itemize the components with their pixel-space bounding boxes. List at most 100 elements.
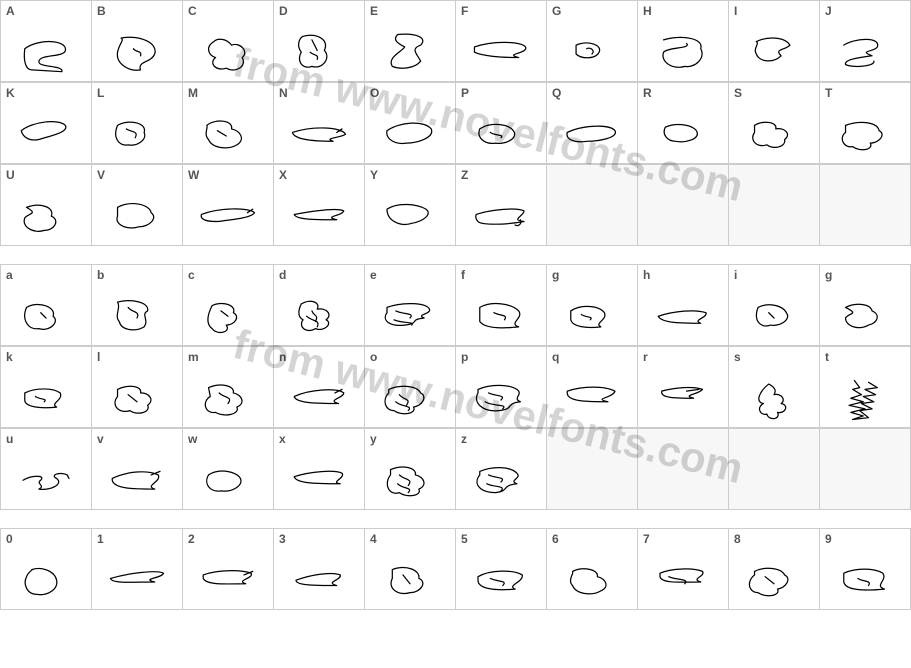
character-cell[interactable]: H bbox=[638, 1, 729, 82]
character-cell[interactable]: z bbox=[456, 429, 547, 510]
glyph-preview bbox=[92, 371, 182, 423]
character-cell[interactable]: S bbox=[729, 83, 820, 164]
character-cell[interactable]: y bbox=[365, 429, 456, 510]
character-cell[interactable]: 3 bbox=[274, 529, 365, 610]
glyph-preview bbox=[638, 371, 728, 423]
character-cell[interactable]: P bbox=[456, 83, 547, 164]
glyph-preview bbox=[92, 553, 182, 605]
character-cell[interactable]: d bbox=[274, 265, 365, 346]
character-cell[interactable]: Y bbox=[365, 165, 456, 246]
character-cell[interactable]: g bbox=[547, 265, 638, 346]
key-label: m bbox=[188, 350, 199, 364]
key-label: g bbox=[552, 268, 559, 282]
character-cell[interactable]: J bbox=[820, 1, 911, 82]
character-cell[interactable]: n bbox=[274, 347, 365, 428]
character-cell[interactable]: R bbox=[638, 83, 729, 164]
glyph-preview bbox=[729, 107, 819, 159]
glyph-preview bbox=[183, 107, 273, 159]
glyph-preview bbox=[274, 189, 364, 241]
character-cell[interactable]: 1 bbox=[92, 529, 183, 610]
character-row: KLMNOPQ RS T bbox=[0, 82, 911, 164]
character-cell[interactable]: 8 bbox=[729, 529, 820, 610]
glyph-preview bbox=[183, 371, 273, 423]
key-label: H bbox=[643, 4, 652, 18]
key-label: x bbox=[279, 432, 286, 446]
character-cell[interactable]: t bbox=[820, 347, 911, 428]
row-spacer bbox=[0, 510, 911, 528]
character-cell[interactable]: r bbox=[638, 347, 729, 428]
character-cell[interactable]: i bbox=[729, 265, 820, 346]
character-cell[interactable]: o bbox=[365, 347, 456, 428]
character-cell[interactable]: q bbox=[547, 347, 638, 428]
character-cell[interactable]: U bbox=[1, 165, 92, 246]
character-row: ABCDEF GH I J bbox=[0, 0, 911, 82]
key-label: X bbox=[279, 168, 287, 182]
character-cell[interactable]: u bbox=[1, 429, 92, 510]
character-cell[interactable]: X bbox=[274, 165, 365, 246]
character-cell[interactable]: g bbox=[820, 265, 911, 346]
character-cell[interactable]: K bbox=[1, 83, 92, 164]
glyph-preview bbox=[92, 289, 182, 341]
key-label: 6 bbox=[552, 532, 559, 546]
character-cell[interactable]: v bbox=[92, 429, 183, 510]
character-cell[interactable]: 6 bbox=[547, 529, 638, 610]
character-cell[interactable]: A bbox=[1, 1, 92, 82]
key-label: a bbox=[6, 268, 13, 282]
key-label: Q bbox=[552, 86, 561, 100]
key-label: b bbox=[97, 268, 104, 282]
character-cell[interactable]: W bbox=[183, 165, 274, 246]
character-cell[interactable]: 4 bbox=[365, 529, 456, 610]
character-cell[interactable]: B bbox=[92, 1, 183, 82]
character-cell[interactable]: 2 bbox=[183, 529, 274, 610]
character-cell[interactable]: p bbox=[456, 347, 547, 428]
character-cell[interactable]: T bbox=[820, 83, 911, 164]
character-cell[interactable]: N bbox=[274, 83, 365, 164]
character-cell[interactable]: c bbox=[183, 265, 274, 346]
character-cell[interactable]: 7 bbox=[638, 529, 729, 610]
key-label: l bbox=[97, 350, 100, 364]
character-cell[interactable]: k bbox=[1, 347, 92, 428]
key-label: q bbox=[552, 350, 559, 364]
key-label: I bbox=[734, 4, 737, 18]
key-label: u bbox=[6, 432, 13, 446]
character-cell[interactable]: 5 bbox=[456, 529, 547, 610]
character-cell[interactable]: I bbox=[729, 1, 820, 82]
glyph-preview bbox=[547, 107, 637, 159]
key-label: S bbox=[734, 86, 742, 100]
character-cell[interactable]: e bbox=[365, 265, 456, 346]
character-cell[interactable]: m bbox=[183, 347, 274, 428]
glyph-preview bbox=[365, 371, 455, 423]
glyph-preview bbox=[638, 289, 728, 341]
character-cell[interactable]: f bbox=[456, 265, 547, 346]
key-label: f bbox=[461, 268, 465, 282]
character-cell[interactable]: b bbox=[92, 265, 183, 346]
character-cell[interactable]: O bbox=[365, 83, 456, 164]
glyph-preview bbox=[729, 289, 819, 341]
key-label: F bbox=[461, 4, 468, 18]
character-cell[interactable]: h bbox=[638, 265, 729, 346]
character-cell[interactable]: C bbox=[183, 1, 274, 82]
character-cell[interactable]: x bbox=[274, 429, 365, 510]
character-cell[interactable]: L bbox=[92, 83, 183, 164]
character-cell[interactable]: 9 bbox=[820, 529, 911, 610]
character-cell[interactable]: 0 bbox=[1, 529, 92, 610]
character-cell[interactable]: G bbox=[547, 1, 638, 82]
character-cell[interactable]: a bbox=[1, 265, 92, 346]
glyph-preview bbox=[547, 289, 637, 341]
character-cell[interactable]: Q bbox=[547, 83, 638, 164]
empty-cell bbox=[729, 165, 820, 246]
character-cell[interactable]: Z bbox=[456, 165, 547, 246]
character-cell[interactable]: s bbox=[729, 347, 820, 428]
character-cell[interactable]: l bbox=[92, 347, 183, 428]
character-cell[interactable]: D bbox=[274, 1, 365, 82]
glyph-preview bbox=[456, 553, 546, 605]
glyph-preview bbox=[1, 553, 91, 605]
character-cell[interactable]: M bbox=[183, 83, 274, 164]
glyph-preview bbox=[456, 289, 546, 341]
character-cell[interactable]: V bbox=[92, 165, 183, 246]
key-label: t bbox=[825, 350, 829, 364]
character-cell[interactable]: F bbox=[456, 1, 547, 82]
character-row: abcdefghig bbox=[0, 264, 911, 346]
character-cell[interactable]: w bbox=[183, 429, 274, 510]
character-cell[interactable]: E bbox=[365, 1, 456, 82]
